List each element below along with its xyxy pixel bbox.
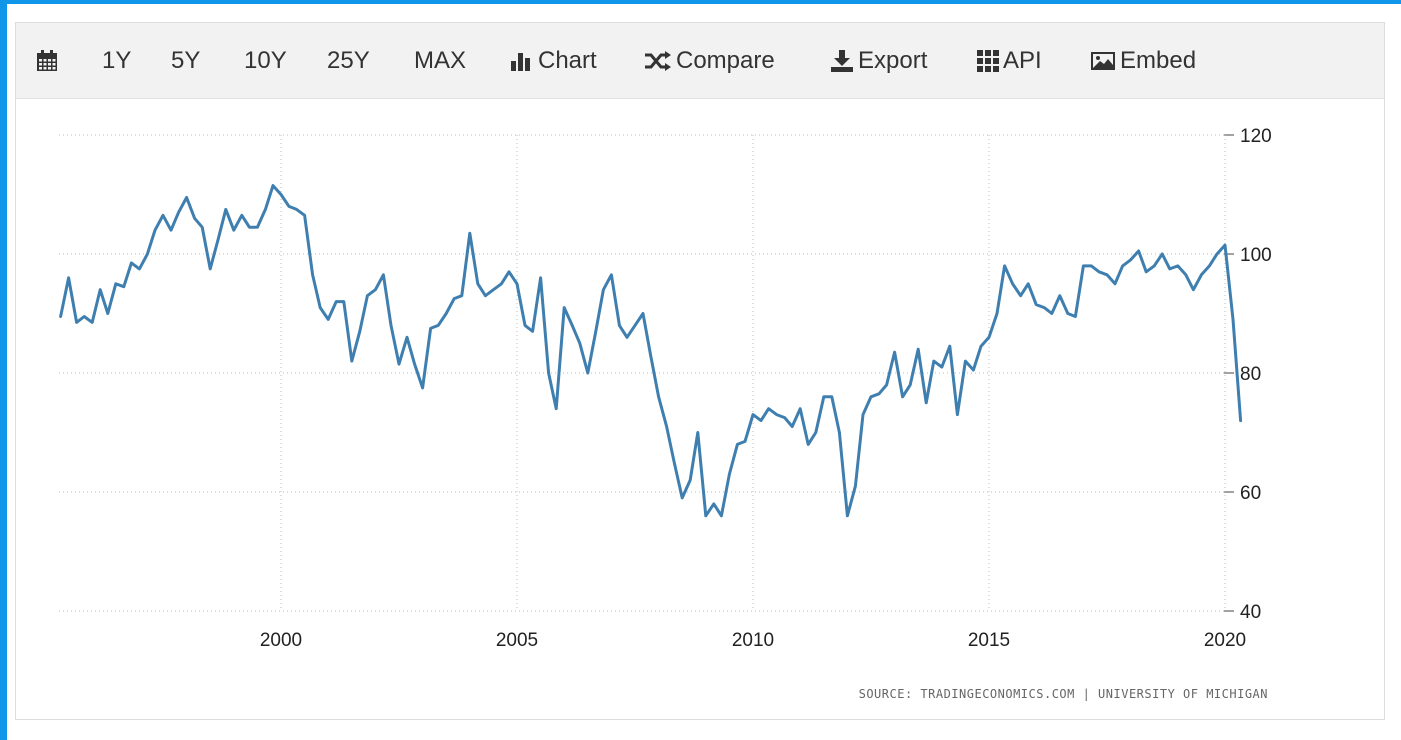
export-button-label: Export [858,47,928,74]
api-button[interactable]: API [977,46,1042,76]
calendar-icon-svg [37,50,57,71]
embed-button-label: Embed [1120,47,1197,74]
shuffle-icon [645,51,671,71]
range-1y-button[interactable]: 1Y [102,47,132,74]
grid-layer [59,134,1234,612]
embed-button[interactable]: Embed [1090,46,1196,76]
range-5y-button[interactable]: 5Y [171,47,201,74]
x-tick-label: 2000 [260,630,302,651]
x-tick-label: 2015 [968,630,1010,651]
source-attribution: SOURCE: TRADINGECONOMICS.COM | UNIVERSIT… [859,687,1268,701]
top-frame-border [0,0,1401,4]
image-icon [1091,52,1115,70]
series-line-0 [59,184,1243,518]
export-button[interactable]: Export [830,46,927,76]
range-25y-button[interactable]: 25Y [327,47,370,74]
compare-button-label: Compare [676,47,775,74]
x-tick-label: 2010 [732,630,774,651]
y-tick-label: 120 [1240,126,1272,147]
series-layer [59,184,1243,518]
y-tick-label: 60 [1240,483,1261,504]
chart-button[interactable]: Chart [510,46,597,76]
range-max-button[interactable]: MAX [414,47,467,74]
y-tick-label: 80 [1240,364,1261,385]
bar-chart-icon [511,53,530,71]
api-button-label: API [1003,47,1042,74]
download-icon [831,50,853,72]
left-frame-border [0,0,7,740]
tick-layer: 40 60 80 100 120 2000 2005 2010 2015 2020 [260,126,1272,651]
chart-toolbar: 1Y 5Y 10Y 25Y MAX Chart Compare [16,23,1384,99]
y-tick-label: 100 [1240,245,1272,266]
range-10y-button[interactable]: 10Y [244,47,287,74]
chart-panel: 1Y 5Y 10Y 25Y MAX Chart Compare [15,22,1385,720]
x-tick-label: 2005 [496,630,538,651]
compare-button[interactable]: Compare [644,46,775,76]
grid-icon [977,50,999,72]
x-tick-label: 2020 [1204,630,1246,651]
calendar-icon[interactable] [36,46,58,76]
y-tick-label: 40 [1240,602,1261,623]
chart-button-label: Chart [538,47,597,74]
